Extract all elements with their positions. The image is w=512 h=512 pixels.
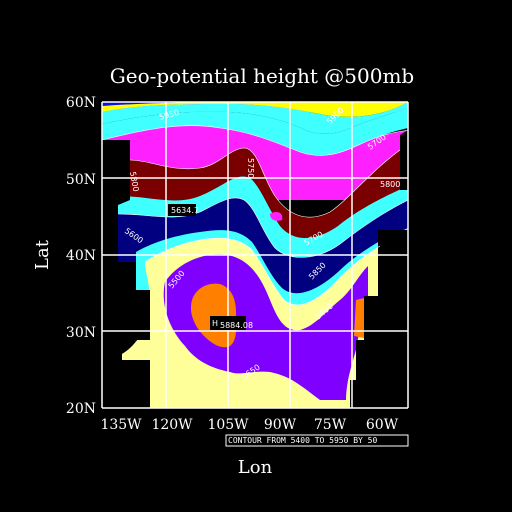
contour-label-5750: 5750 xyxy=(246,158,255,178)
y-tick-30n: 30N xyxy=(66,325,96,341)
orange-strip xyxy=(354,298,364,338)
contour-lines xyxy=(102,125,408,306)
y-tick-40n: 40N xyxy=(66,248,96,264)
y-tick-60n: 60N xyxy=(66,95,96,111)
y-axis-label: Lat xyxy=(32,239,53,270)
missing-right xyxy=(350,230,408,408)
band-cyan-upper xyxy=(102,108,408,156)
magenta-island xyxy=(270,212,283,221)
x-tick-120w: 120W xyxy=(151,417,193,433)
x-tick-105w: 105W xyxy=(207,417,249,433)
x-tick-135w: 135W xyxy=(100,417,142,433)
missing-right-top xyxy=(400,130,408,190)
plot-title: Geo-potential height @500mb xyxy=(110,64,414,88)
missing-bottom-left xyxy=(122,360,150,408)
y-tick-50n: 50N xyxy=(66,172,96,188)
band-yellow-top xyxy=(102,102,408,117)
contour-info-text: CONTOUR FROM 5400 TO 5950 BY 50 xyxy=(228,436,377,445)
high-value: 5884.08 xyxy=(220,321,253,330)
grid-lines xyxy=(101,101,409,409)
x-axis-label: Lon xyxy=(238,457,273,478)
x-tick-75w: 75W xyxy=(314,417,347,433)
low-marker: 5634.7 xyxy=(168,204,199,216)
x-tick-90w: 90W xyxy=(264,417,297,433)
x-tick-60w: 60W xyxy=(366,417,399,433)
contour-label-5800-left: 5800 xyxy=(128,171,140,193)
y-axis-ticks: 60N 50N 40N 30N 20N xyxy=(66,95,96,417)
high-marker: H 5884.08 xyxy=(210,316,253,330)
y-tick-20n: 20N xyxy=(66,401,96,417)
band-blue-top xyxy=(102,102,230,106)
high-letter: H xyxy=(212,319,218,328)
contour-info-box: CONTOUR FROM 5400 TO 5950 BY 50 xyxy=(225,434,409,447)
missing-upper-left xyxy=(102,140,130,205)
x-axis-ticks: 135W 120W 105W 90W 75W 60W xyxy=(100,417,398,433)
contour-label-5800-right: 5800 xyxy=(380,180,400,189)
missing-left-middle xyxy=(102,205,136,290)
low-value: 5634.7 xyxy=(171,206,199,215)
band-cyan-top xyxy=(102,102,408,134)
missing-lower-left xyxy=(102,290,150,408)
